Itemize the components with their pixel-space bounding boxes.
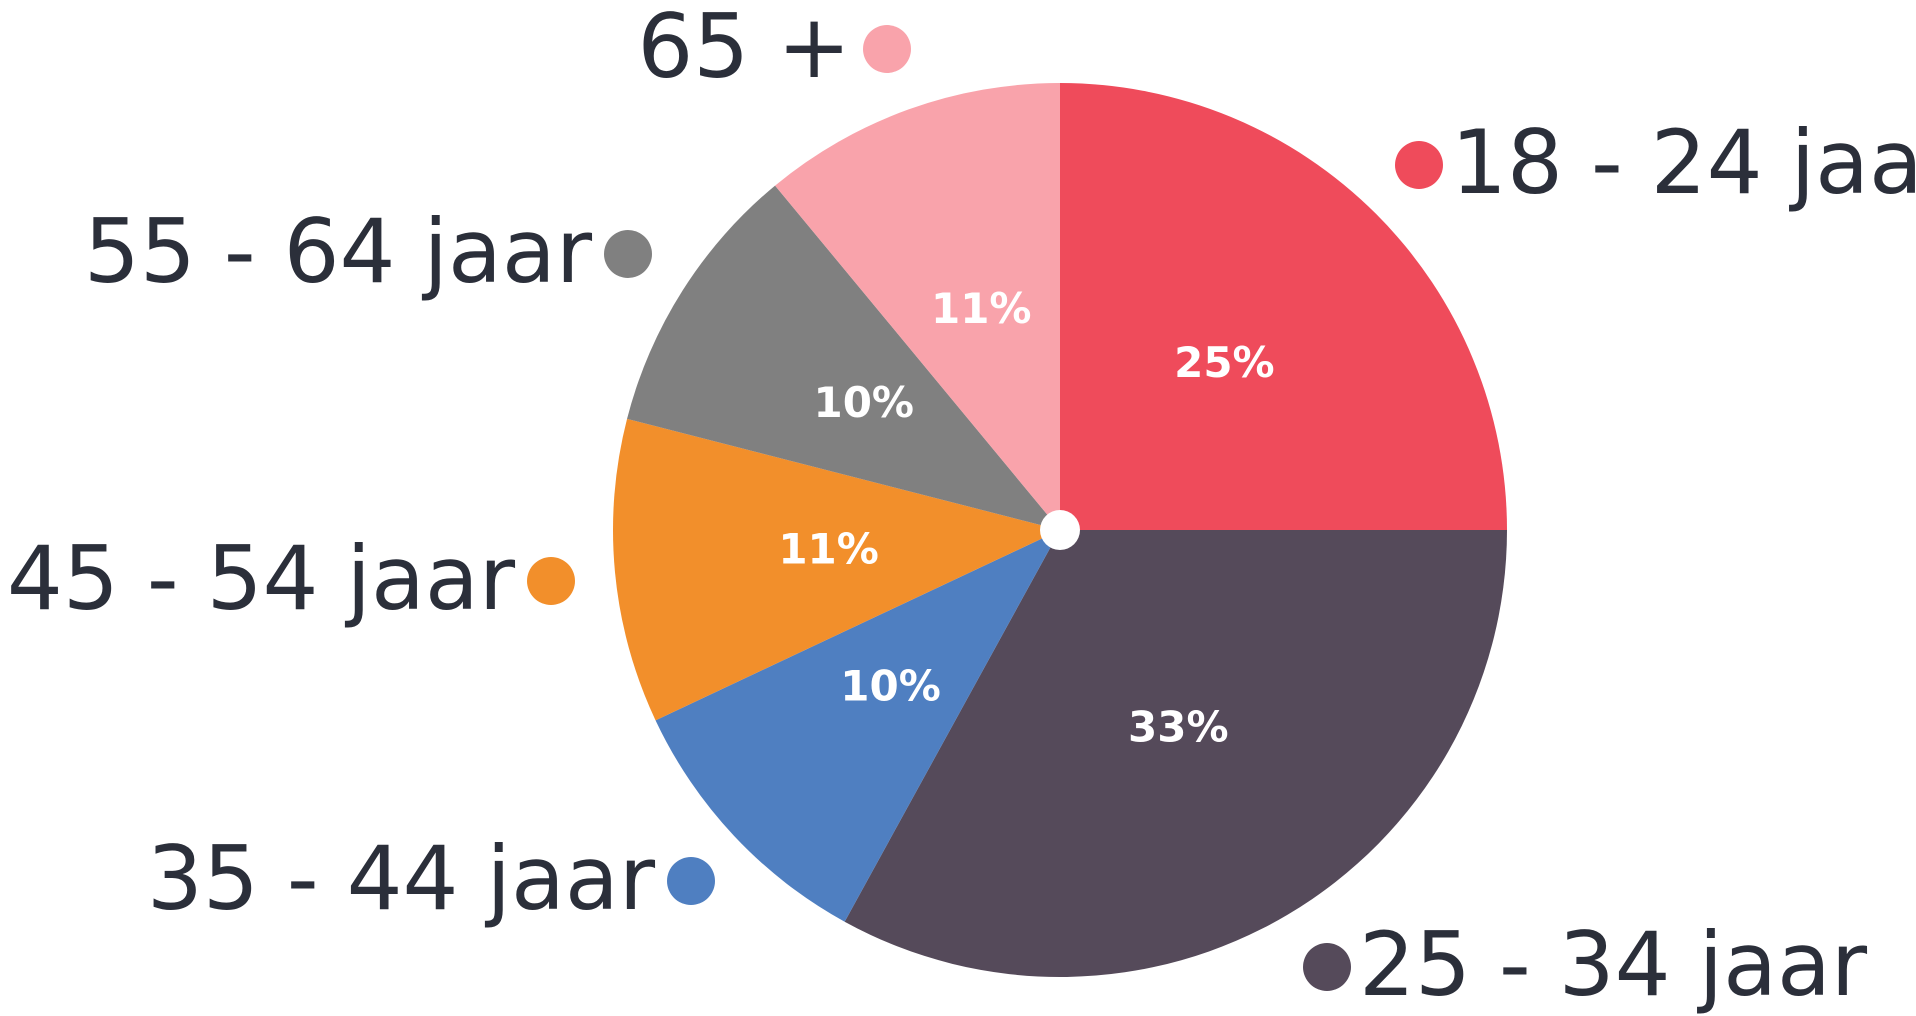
- slice-label: 33%: [1128, 703, 1229, 752]
- legend-dot: [863, 25, 911, 73]
- legend-dot: [604, 230, 652, 278]
- legend-label: 25 - 34 jaar: [1359, 913, 1868, 1016]
- slice-label: 10%: [840, 662, 941, 711]
- slice-label: 10%: [813, 378, 914, 427]
- legend-label: 65 +: [637, 0, 851, 98]
- legend-dot: [1395, 141, 1443, 189]
- legend-dot: [667, 857, 715, 905]
- pie-slice: [613, 418, 1060, 721]
- legend-label: 45 - 54 jaar: [7, 527, 516, 630]
- slice-label: 11%: [931, 284, 1032, 333]
- legend-dot: [1303, 943, 1351, 991]
- legend-label: 35 - 44 jaar: [147, 827, 656, 930]
- legend-label: 55 - 64 jaar: [84, 200, 593, 303]
- slice-label: 25%: [1174, 338, 1275, 387]
- pie-slice: [775, 82, 1060, 530]
- legend-dot: [527, 557, 575, 605]
- pie-slice: [655, 530, 1060, 922]
- pie-slice: [1060, 83, 1507, 530]
- center-dot: [1040, 510, 1080, 550]
- pie-slice: [844, 530, 1507, 977]
- legend-label: 18 - 24 jaar: [1451, 111, 1916, 214]
- slice-label: 11%: [778, 524, 879, 573]
- pie-slice: [627, 185, 1060, 531]
